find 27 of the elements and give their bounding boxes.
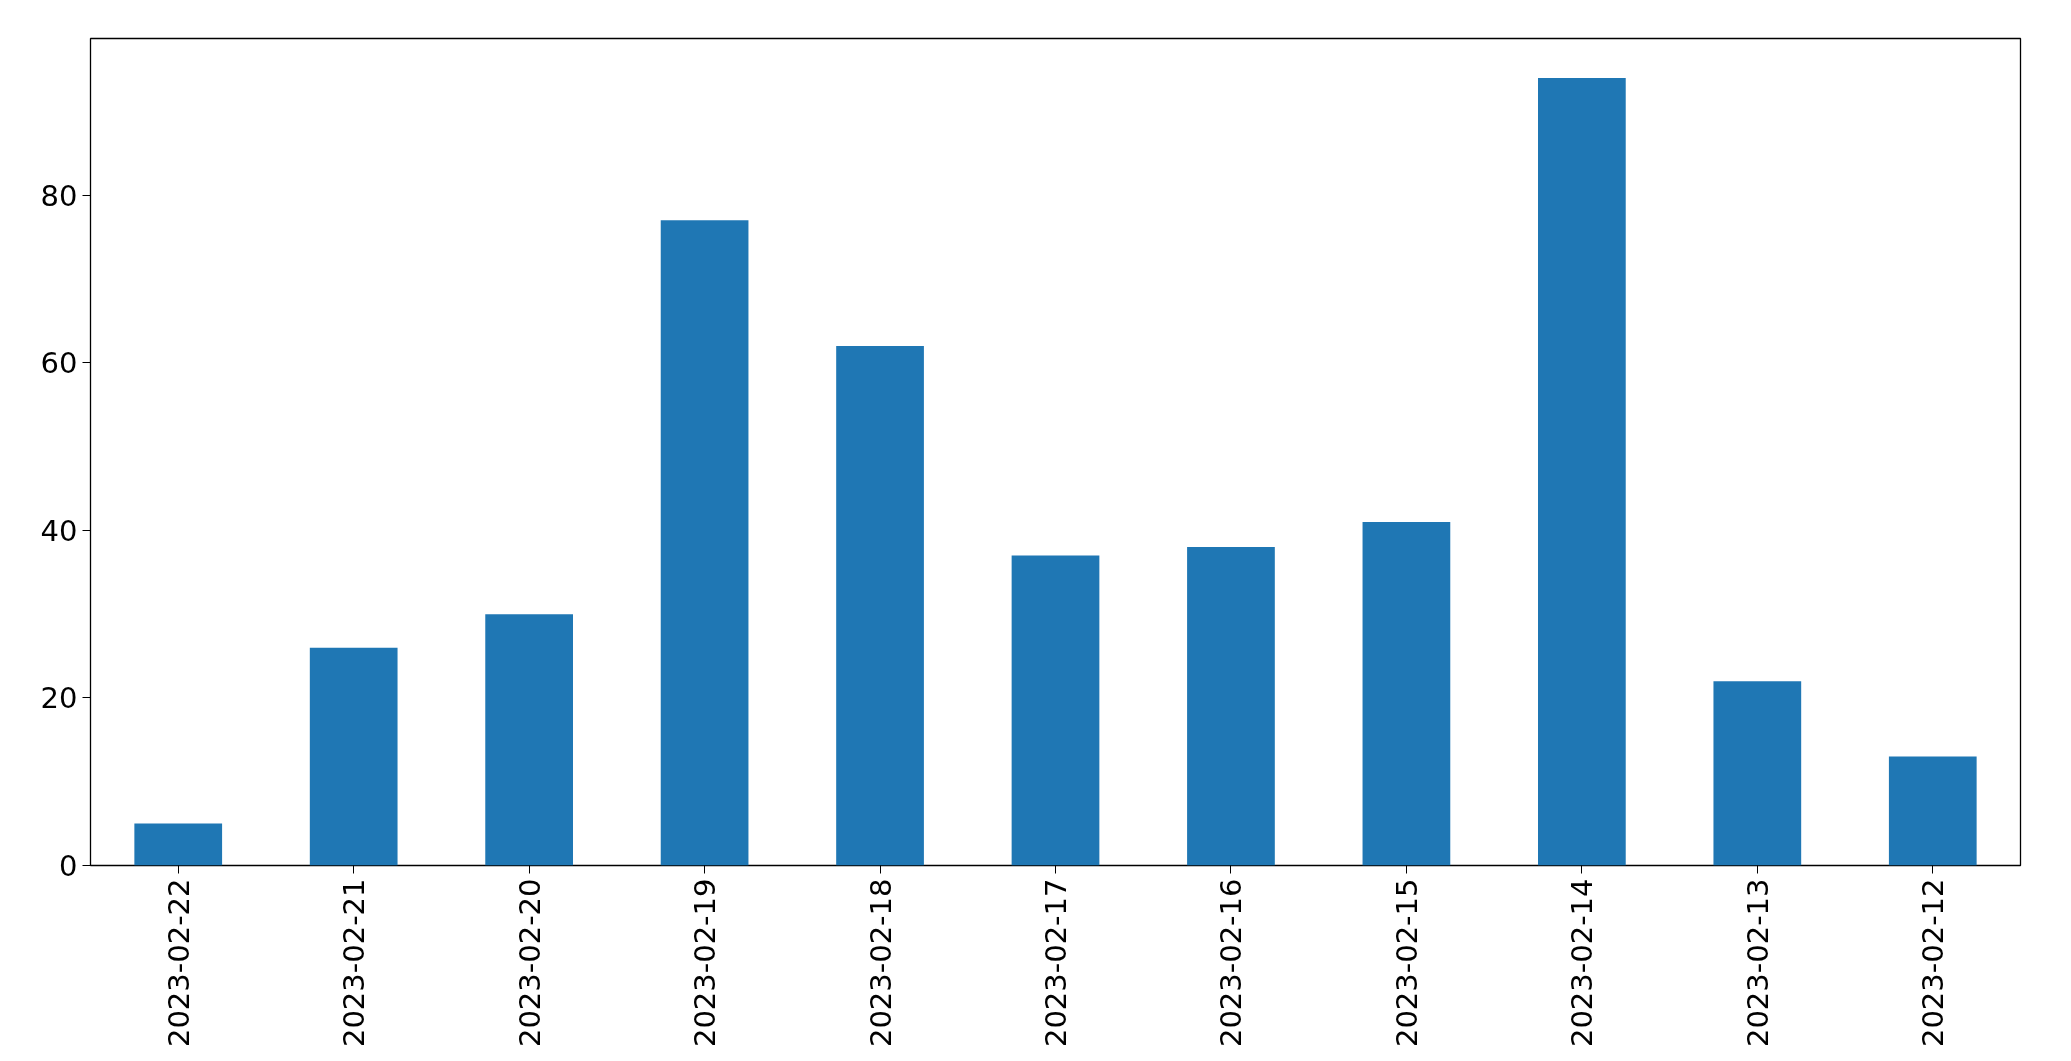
x-tick-label: 2023-02-19 <box>688 878 723 1048</box>
y-tick-label: 0 <box>59 849 78 883</box>
bar <box>1888 756 1977 866</box>
bar <box>485 614 573 866</box>
x-tick-label: 2023-02-13 <box>1740 878 1775 1048</box>
x-tick-label: 2023-02-20 <box>512 878 547 1048</box>
x-tick-label: 2023-02-21 <box>337 878 372 1048</box>
bar <box>1362 521 1451 866</box>
y-tick-label: 60 <box>40 346 78 381</box>
bar <box>836 346 924 866</box>
x-tick-label: 2023-02-18 <box>863 878 898 1048</box>
bar <box>660 220 749 866</box>
x-tick-label: 2023-02-16 <box>1214 878 1249 1048</box>
bar <box>309 647 398 866</box>
bar <box>1011 555 1100 866</box>
x-tick-label: 2023-02-15 <box>1389 878 1424 1048</box>
bar <box>1187 547 1275 866</box>
x-tick-label: 2023-02-22 <box>161 878 196 1048</box>
y-tick-label: 80 <box>40 178 78 213</box>
y-tick-label: 20 <box>40 681 78 716</box>
bar <box>1538 77 1626 866</box>
y-tick-label: 40 <box>40 513 78 548</box>
bar <box>1713 681 1802 866</box>
x-tick-label: 2023-02-17 <box>1039 878 1073 1048</box>
x-tick-label: 2023-02-14 <box>1565 878 1600 1048</box>
bar <box>134 823 223 866</box>
x-tick-label: 2023-02-12 <box>1916 878 1951 1048</box>
